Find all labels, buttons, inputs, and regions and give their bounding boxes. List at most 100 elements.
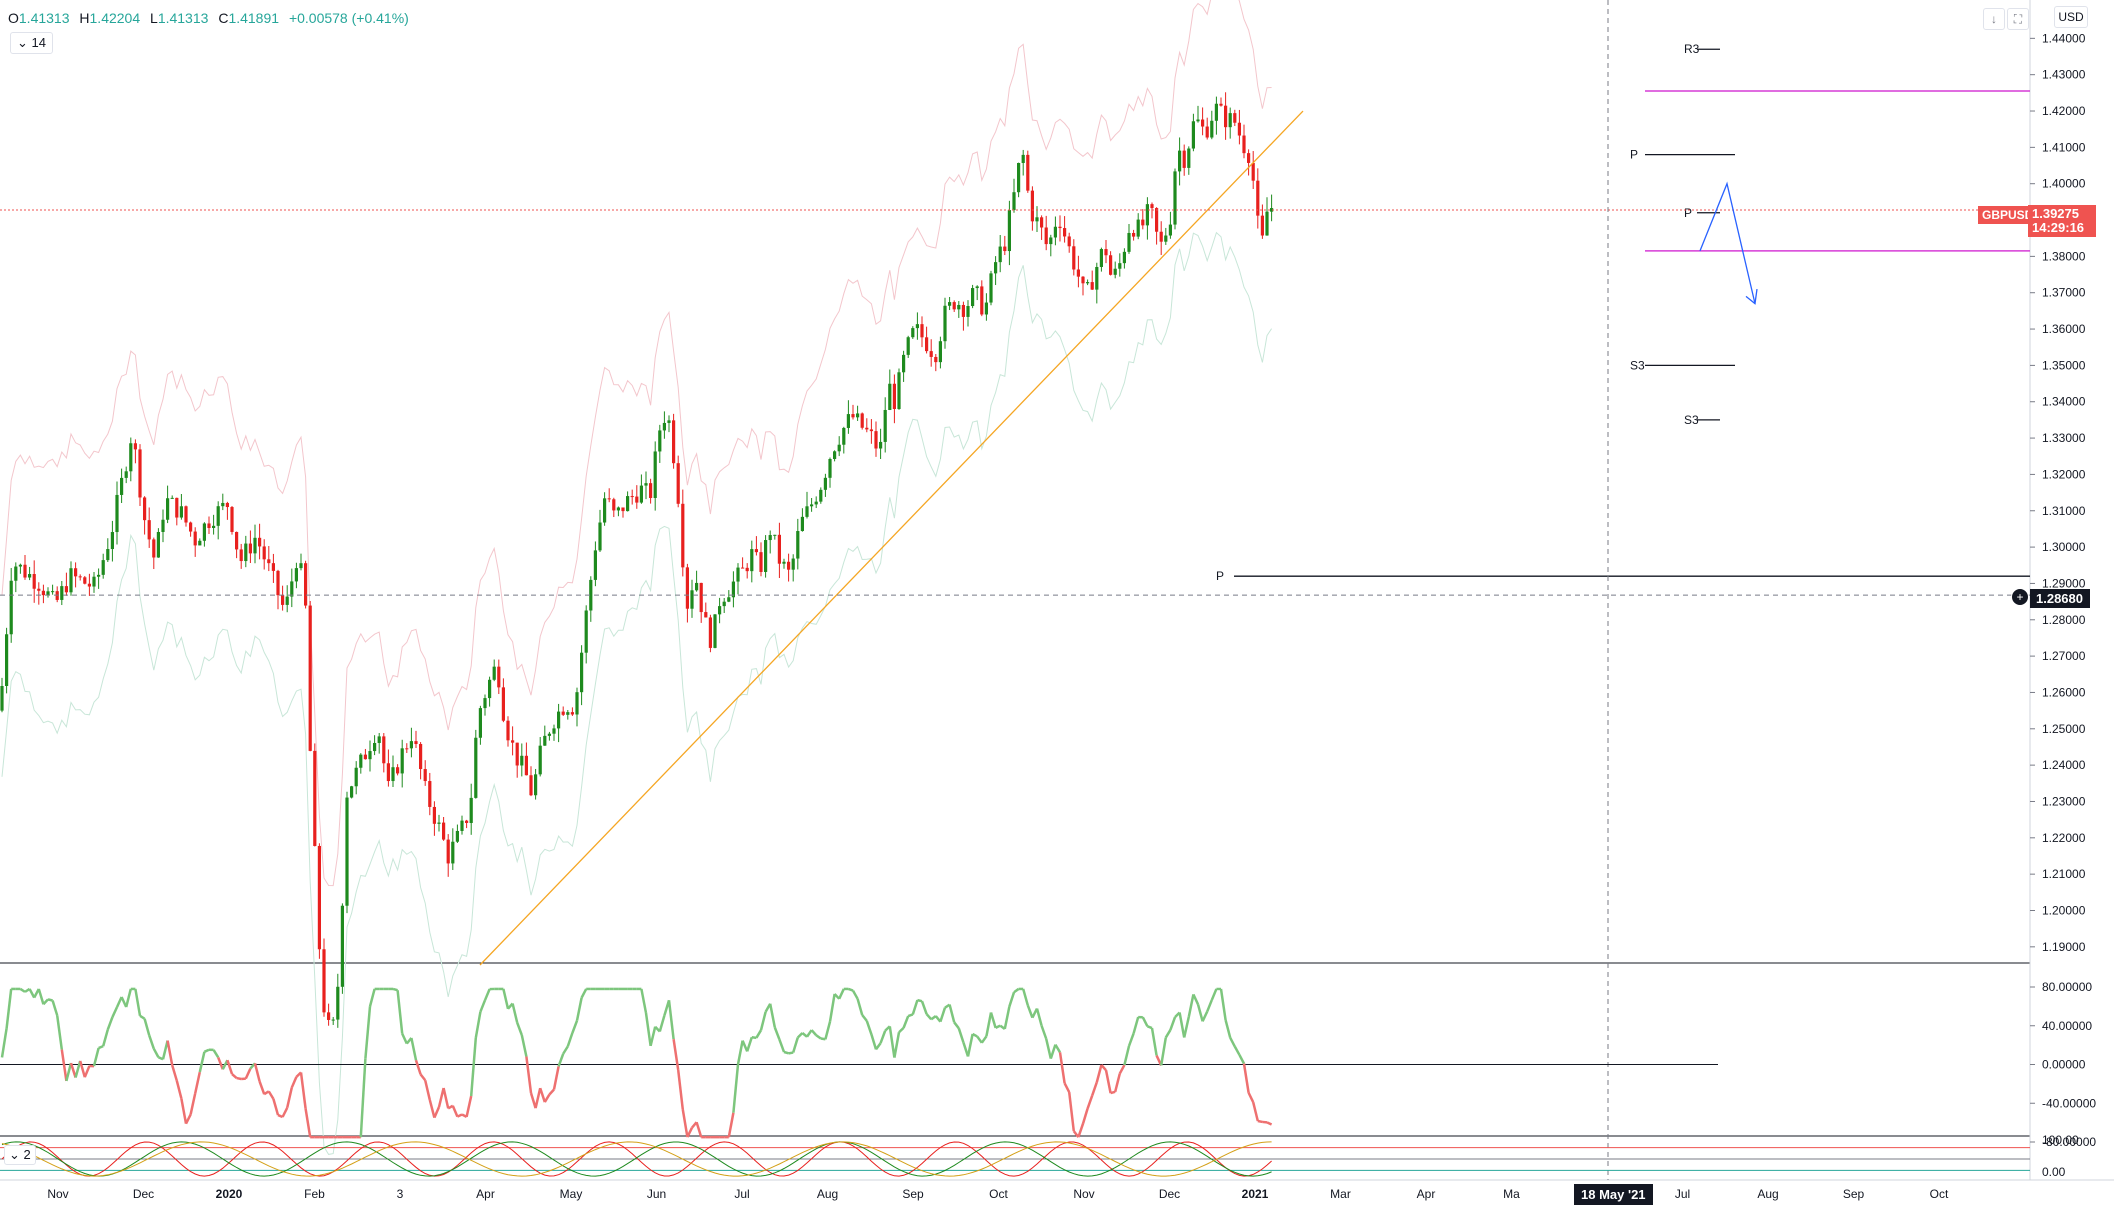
osc-tick-label: -80.00000 [2042, 1135, 2096, 1149]
osc-segment [226, 1059, 234, 1075]
osc-segment [552, 1066, 560, 1090]
currency-select[interactable]: USD [2054, 6, 2088, 28]
candle-body [975, 286, 979, 289]
osc-segment [1040, 1025, 1048, 1040]
candle-body [810, 504, 814, 507]
candle-body [888, 383, 892, 410]
osc-segment [870, 1033, 878, 1050]
osc-segment [1021, 988, 1030, 1006]
osc-segment [658, 1015, 666, 1032]
candle-body [442, 822, 446, 840]
oscillator-settings-button[interactable]: ⌄ 2 [4, 1145, 36, 1165]
osc-segment [566, 1032, 574, 1047]
osc-segment [856, 998, 864, 1016]
candle-body [143, 497, 147, 521]
candle-body [1260, 215, 1264, 236]
candles [0, 92, 1274, 1028]
candle-body [1035, 217, 1039, 222]
upper-band [1, 0, 1272, 887]
candle-body [129, 443, 133, 472]
osc-segment [966, 1033, 974, 1057]
trendline [479, 110, 1304, 966]
candle-body [653, 451, 657, 498]
close-value: 1.41891 [228, 10, 280, 26]
osc-segment [828, 993, 836, 1022]
candle-body [308, 605, 312, 751]
maximize-icon[interactable]: ⛶ [2007, 8, 2029, 30]
candle-body [64, 586, 68, 593]
candle-body [837, 444, 841, 452]
candle-body [658, 430, 662, 452]
candle-body [823, 477, 827, 490]
candle-body [239, 549, 243, 562]
osc-segment [1081, 1108, 1089, 1125]
osc-segment [1257, 1119, 1263, 1124]
candle-body [1030, 190, 1034, 222]
osc-segment [1118, 1064, 1126, 1075]
candle-body [575, 692, 579, 715]
candle-body [1159, 231, 1163, 242]
candle-body [221, 502, 225, 507]
candle-body [934, 356, 938, 363]
price-tick-label: 1.43000 [2042, 68, 2086, 82]
candle-body [83, 577, 87, 584]
osc-segment [953, 1021, 960, 1030]
time-tick-label: Nov [1073, 1187, 1094, 1201]
osc-segment [1113, 1073, 1122, 1093]
candle-body [161, 519, 165, 532]
osc-segment [267, 1090, 275, 1100]
candle-body [879, 441, 883, 449]
candle-body [828, 459, 832, 478]
osc-segment [1026, 1004, 1034, 1019]
osc-segment [451, 1105, 459, 1118]
candle-body [5, 634, 9, 686]
candle-body [593, 550, 597, 580]
candle-body [607, 498, 611, 500]
candle-body [561, 711, 565, 715]
candle-body [515, 742, 519, 766]
osc-segment [562, 1045, 569, 1055]
osc-segment [575, 997, 583, 1021]
candle-body [524, 755, 528, 776]
price-tick-label: 1.37000 [2042, 286, 2086, 300]
drawings [0, 0, 2030, 1180]
candle-body [28, 574, 32, 578]
candle-body [662, 422, 666, 431]
osc-segment [672, 1038, 680, 1071]
candle-body [860, 413, 864, 428]
osc-segment [732, 1064, 740, 1113]
osc-segment [796, 1032, 804, 1039]
stochastic-pane: 100.00 0.00 [0, 1133, 2079, 1179]
candle-body [1187, 148, 1191, 168]
time-tick-label: Aug [1757, 1187, 1778, 1201]
candle-body [529, 775, 533, 796]
candle-body [460, 820, 464, 831]
candle-body [1017, 162, 1021, 193]
add-alert-icon[interactable]: + [2011, 588, 2029, 606]
osc-segment [423, 1079, 432, 1101]
high-value: 1.42204 [89, 10, 141, 26]
candle-body [952, 302, 956, 310]
candle-body [534, 774, 538, 796]
osc-segment [92, 1047, 100, 1067]
osc-segment [166, 1040, 174, 1066]
price-tick-label: 1.29000 [2042, 576, 2086, 590]
candle-body [1086, 282, 1090, 284]
candle-body [869, 429, 873, 432]
candle-body [115, 494, 119, 533]
candle-body [1049, 237, 1053, 245]
osc-segment [741, 1040, 749, 1052]
arrow-down-icon[interactable]: ↓ [1983, 8, 2005, 30]
osc-segment [277, 1113, 284, 1119]
candle-body [1210, 120, 1214, 138]
price-tick-label: 1.28000 [2042, 613, 2086, 627]
indicator-settings-button[interactable]: ⌄ 14 [10, 32, 53, 54]
osc-segment [1063, 1082, 1071, 1093]
candle-body [152, 539, 156, 558]
osc-segment [1229, 1037, 1236, 1048]
candle-body [589, 579, 593, 611]
osc-segment [640, 988, 648, 1014]
osc-segment [557, 1053, 565, 1067]
candle-body [1053, 226, 1057, 238]
